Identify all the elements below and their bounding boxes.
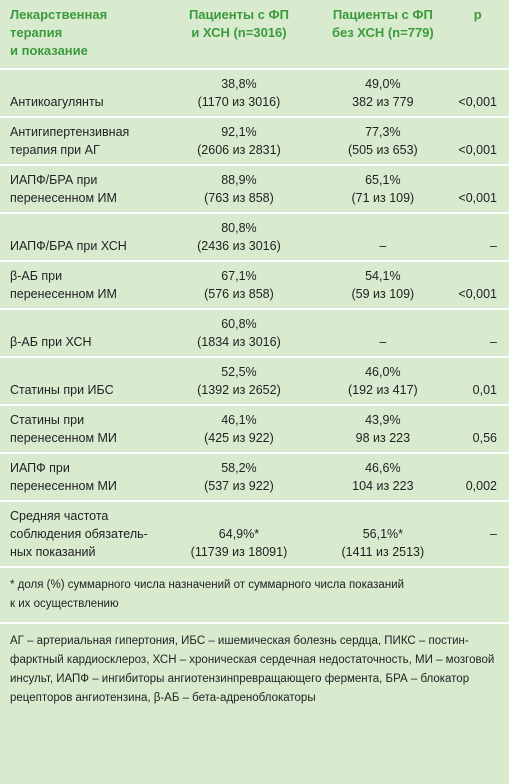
table-cell: – bbox=[452, 500, 509, 566]
table-cell: 0,56 bbox=[452, 404, 509, 453]
table-cell: 88,9% (763 из 858) bbox=[164, 164, 314, 213]
table-cell: 46,6% 104 из 223 bbox=[313, 452, 453, 501]
table-cell: 65,1% (71 из 109) bbox=[313, 164, 453, 213]
table: Лекарственная терапия и показание Пациент… bbox=[0, 0, 509, 566]
table-cell: ИАПФ/БРА при перенесенном ИМ bbox=[0, 164, 165, 213]
table-cell: Статины при перенесенном МИ bbox=[0, 404, 165, 453]
table-row: β-АБ при перенесенном ИМ 67,1% (576 из 85… bbox=[0, 260, 509, 309]
footnote: * доля (%) суммарного числа назначений о… bbox=[0, 566, 509, 622]
header-row: Лекарственная терапия и показание Пациент… bbox=[0, 0, 509, 69]
table-cell: <0,001 bbox=[452, 260, 509, 309]
table-cell: 56,1%* (1411 из 2513) bbox=[313, 500, 453, 566]
header-cell: Пациенты с ФП без ХСН (n=779) bbox=[331, 7, 434, 40]
table-body: Антикоагулянты 38,8% (1170 из 3016) 49,0% … bbox=[0, 68, 509, 566]
table-cell: 43,9% 98 из 223 bbox=[313, 404, 453, 453]
table-cell: 60,8% (1834 из 3016) bbox=[164, 308, 314, 357]
table-cell: <0,001 bbox=[452, 164, 509, 213]
table-cell: ИАПФ/БРА при ХСН bbox=[0, 212, 165, 261]
table-cell: – bbox=[313, 308, 453, 357]
table-cell: – bbox=[313, 212, 453, 261]
table-cell: 38,8% (1170 из 3016) bbox=[164, 68, 314, 117]
table-cell: 49,0% 382 из 779 bbox=[313, 68, 453, 117]
table-cell: β-АБ при ХСН bbox=[0, 308, 165, 357]
table-cell: 52,5% (1392 из 2652) bbox=[164, 356, 314, 405]
table-cell: 46,0% (192 из 417) bbox=[313, 356, 453, 405]
table-cell: 58,2% (537 из 922) bbox=[164, 452, 314, 501]
table-cell: 54,1% (59 из 109) bbox=[313, 260, 453, 309]
table-cell: Антигипертензивная терапия при АГ bbox=[0, 116, 165, 165]
table-row: ИАПФ при перенесенном МИ 58,2% (537 из 92… bbox=[0, 452, 509, 501]
table-cell: 92,1% (2606 из 2831) bbox=[164, 116, 314, 165]
table-cell: 80,8% (2436 из 3016) bbox=[164, 212, 314, 261]
header-cell: Пациенты с ФП и ХСН (n=3016) bbox=[188, 7, 289, 40]
table-cell: Антикоагулянты bbox=[0, 68, 165, 117]
table-cell: – bbox=[452, 212, 509, 261]
header-cell: Лекарственная терапия и показание bbox=[10, 7, 108, 58]
table-cell: 46,1% (425 из 922) bbox=[164, 404, 314, 453]
table-row: ИАПФ/БРА при перенесенном ИМ 88,9% (763 и… bbox=[0, 164, 509, 213]
table-row: Антигипертензивная терапия при АГ 92,1% (… bbox=[0, 116, 509, 165]
table-cell: 0,01 bbox=[452, 356, 509, 405]
table-cell: 0,002 bbox=[452, 452, 509, 501]
table-cell: Статины при ИБС bbox=[0, 356, 165, 405]
abbreviations: АГ – артериальная гипертония, ИБС – ишем… bbox=[0, 622, 509, 716]
table-row: Антикоагулянты 38,8% (1170 из 3016) 49,0% … bbox=[0, 68, 509, 117]
table-row: β-АБ при ХСН 60,8% (1834 из 3016) – – bbox=[0, 308, 509, 357]
table-cell: 67,1% (576 из 858) bbox=[164, 260, 314, 309]
table-row: Статины при перенесенном МИ 46,1% (425 из… bbox=[0, 404, 509, 453]
table-cell: <0,001 bbox=[452, 68, 509, 117]
table-cell: <0,001 bbox=[452, 116, 509, 165]
table-row: Средняя частота соблюдения обязатель- ны… bbox=[0, 500, 509, 566]
table-row: ИАПФ/БРА при ХСН 80,8% (2436 из 3016) – – bbox=[0, 212, 509, 261]
table-cell: ИАПФ при перенесенном МИ bbox=[0, 452, 165, 501]
table-row: Статины при ИБС 52,5% (1392 из 2652) 46,0%… bbox=[0, 356, 509, 405]
table-cell: Средняя частота соблюдения обязатель- ны… bbox=[0, 500, 165, 566]
table-cell: β-АБ при перенесенном ИМ bbox=[0, 260, 165, 309]
table-cell: 64,9%* (11739 из 18091) bbox=[164, 500, 314, 566]
table-cell: – bbox=[452, 308, 509, 357]
table-cell: 77,3% (505 из 653) bbox=[313, 116, 453, 165]
header-cell: р bbox=[473, 7, 482, 22]
